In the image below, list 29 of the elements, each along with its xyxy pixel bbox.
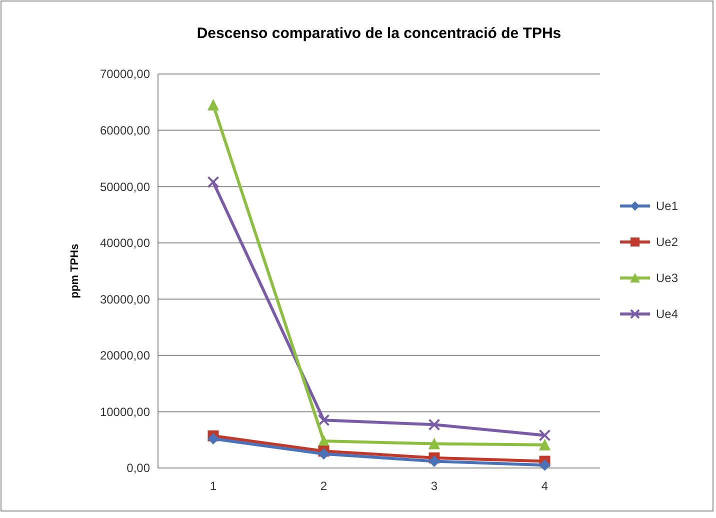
legend-label: Ue3 <box>656 271 678 286</box>
point <box>318 448 330 460</box>
point <box>539 439 550 450</box>
point <box>428 418 440 431</box>
legend-label: Ue4 <box>656 307 678 322</box>
point <box>428 456 440 467</box>
legend-label: Ue1 <box>656 199 678 214</box>
y-tick-label: 50000,00 <box>100 180 150 194</box>
point <box>428 438 440 450</box>
y-tick-label: 40000,00 <box>100 236 150 250</box>
y-axis-title: ppm TPHs <box>69 244 81 298</box>
point <box>538 429 551 442</box>
point <box>318 414 330 426</box>
x-tick-label: 4 <box>541 479 548 493</box>
y-tick-label: 30000,00 <box>100 292 150 306</box>
y-tick-label: 20000,00 <box>100 348 150 363</box>
x-tick-label: 3 <box>430 479 438 493</box>
point <box>208 99 219 110</box>
point <box>207 176 220 188</box>
x-tick-label: 2 <box>320 479 328 493</box>
y-tick-label: 60000,00 <box>100 123 150 138</box>
point <box>208 433 219 444</box>
y-tick-label: 0,00 <box>126 461 150 476</box>
y-tick-label: 10000,00 <box>100 404 150 419</box>
y-tick-label: 70000,00 <box>100 67 150 82</box>
legend-label: Ue2 <box>656 235 678 250</box>
x-tick-label: 1 <box>210 479 217 493</box>
chart-title: Descenso comparativo de la concentració de TPHs <box>196 25 562 42</box>
point <box>539 460 550 471</box>
